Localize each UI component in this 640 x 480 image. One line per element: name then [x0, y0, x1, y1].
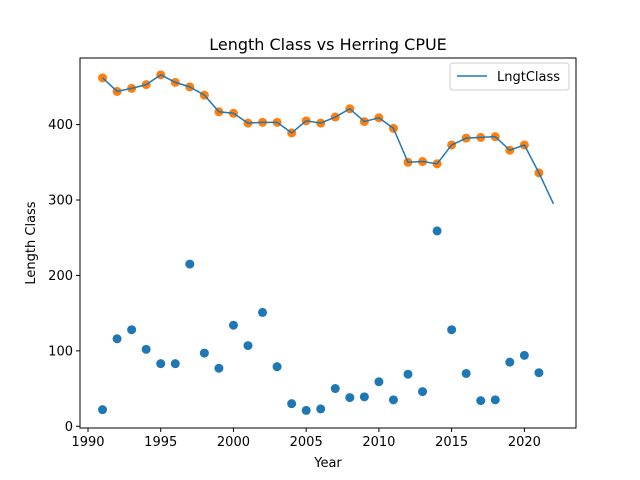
x-tick-label: 2010 — [362, 435, 395, 450]
blue-data-point — [301, 405, 311, 415]
y-tick-label: 300 — [48, 194, 73, 209]
x-tick-label: 2020 — [508, 435, 541, 450]
blue-data-point — [287, 399, 297, 409]
x-tick-label: 1995 — [144, 435, 177, 450]
blue-data-point — [272, 362, 282, 372]
blue-data-point — [403, 369, 413, 379]
blue-data-point — [534, 368, 544, 378]
blue-data-point — [199, 348, 209, 358]
plot-area — [98, 70, 555, 415]
blue-data-point — [461, 368, 471, 378]
legend-label-lngtclass: LngtClass — [497, 70, 560, 85]
chart-title: Length Class vs Herring CPUE — [209, 35, 447, 54]
blue-data-point — [418, 387, 428, 397]
blue-data-point — [505, 357, 515, 367]
blue-data-point — [228, 320, 238, 330]
blue-data-point — [170, 359, 180, 369]
blue-data-point — [214, 363, 224, 373]
axes-frame — [79, 57, 577, 429]
blue-data-point — [330, 384, 340, 394]
blue-data-point — [432, 226, 442, 236]
blue-data-point — [476, 396, 486, 406]
blue-data-point — [374, 377, 384, 387]
x-axis-ticks: 1990 1995 2000 2005 2010 2015 2020 — [71, 428, 541, 450]
blue-data-point — [112, 334, 122, 344]
y-axis-label: Length Class — [24, 201, 39, 284]
x-axis-label: Year — [313, 456, 342, 471]
legend-box — [449, 62, 570, 91]
blue-data-point — [345, 393, 355, 403]
y-tick-label: 100 — [48, 344, 73, 359]
y-axis-ticks: 0 100 200 300 400 — [48, 118, 80, 435]
legend: LngtClass — [449, 62, 570, 91]
x-tick-label: 2015 — [435, 435, 468, 450]
blue-data-point — [359, 392, 369, 402]
blue-data-point — [243, 341, 253, 351]
blue-data-point — [141, 344, 151, 354]
blue-data-point — [388, 395, 398, 405]
y-tick-label: 0 — [65, 420, 73, 435]
x-tick-label: 2000 — [217, 435, 250, 450]
y-tick-label: 200 — [48, 269, 73, 284]
blue-data-point — [185, 259, 195, 269]
blue-data-point — [519, 350, 529, 360]
blue-data-point — [258, 307, 268, 317]
y-tick-label: 400 — [48, 118, 73, 133]
blue-data-point — [98, 405, 108, 415]
blue-data-point — [156, 359, 166, 369]
blue-data-point — [447, 325, 457, 335]
x-tick-label: 1990 — [71, 435, 104, 450]
series-line-lngtclass — [102, 74, 555, 205]
blue-data-point — [127, 325, 137, 335]
x-tick-label: 2005 — [290, 435, 323, 450]
blue-data-point — [490, 395, 500, 405]
blue-data-point — [316, 404, 326, 414]
